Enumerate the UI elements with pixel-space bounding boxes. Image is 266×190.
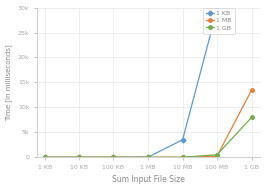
- 1 MB: [250, 89, 253, 91]
- 1 GB: [147, 156, 150, 158]
- Line: 1 MB: 1 MB: [43, 88, 253, 159]
- 1 MB: [215, 155, 219, 157]
- Y-axis label: Time [in milliseconds]: Time [in milliseconds]: [6, 44, 12, 121]
- 1 MB: [181, 156, 184, 158]
- 1 KB: [181, 139, 184, 141]
- 1 MB: [77, 156, 81, 158]
- 1 KB: [147, 156, 150, 158]
- 1 GB: [250, 116, 253, 119]
- 1 MB: [43, 156, 46, 158]
- 1 KB: [215, 9, 219, 11]
- 1 GB: [43, 156, 46, 158]
- 1 GB: [215, 154, 219, 156]
- 1 MB: [112, 156, 115, 158]
- Line: 1 GB: 1 GB: [43, 116, 253, 159]
- Line: 1 KB: 1 KB: [43, 8, 219, 159]
- 1 KB: [112, 156, 115, 158]
- 1 MB: [147, 156, 150, 158]
- 1 GB: [181, 156, 184, 158]
- X-axis label: Sum Input File Size: Sum Input File Size: [112, 175, 185, 184]
- 1 KB: [77, 156, 81, 158]
- 1 GB: [112, 156, 115, 158]
- 1 GB: [77, 156, 81, 158]
- 1 KB: [43, 156, 46, 158]
- Legend: 1 KB, 1 MB, 1 GB: 1 KB, 1 MB, 1 GB: [203, 8, 235, 34]
